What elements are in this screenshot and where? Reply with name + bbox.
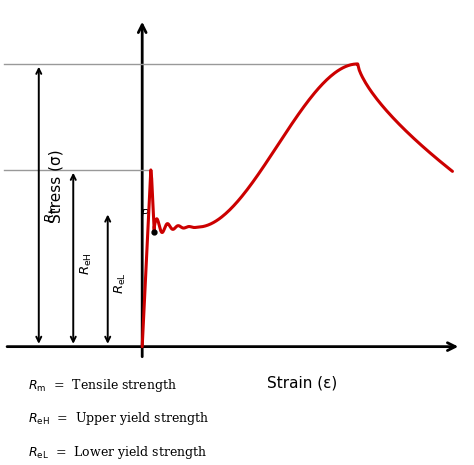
Text: $R_{\mathrm{eL}}$  =  Lower yield strength: $R_{\mathrm{eL}}$ = Lower yield strength — [28, 444, 208, 461]
Text: $R_{\mathrm{eH}}$: $R_{\mathrm{eH}}$ — [78, 252, 93, 275]
Text: Stress (σ): Stress (σ) — [48, 149, 64, 223]
Text: $R_{\mathrm{m}}$: $R_{\mathrm{m}}$ — [44, 204, 59, 224]
Text: $R_{\mathrm{eH}}$  =  Upper yield strength: $R_{\mathrm{eH}}$ = Upper yield strength — [28, 411, 210, 427]
Text: $P$: $P$ — [140, 208, 150, 221]
Text: $R_{\mathrm{m}}$  =  Tensile strength: $R_{\mathrm{m}}$ = Tensile strength — [28, 377, 177, 394]
Text: $R_{\mathrm{eL}}$: $R_{\mathrm{eL}}$ — [113, 272, 128, 294]
Text: Strain (ε): Strain (ε) — [266, 376, 337, 391]
